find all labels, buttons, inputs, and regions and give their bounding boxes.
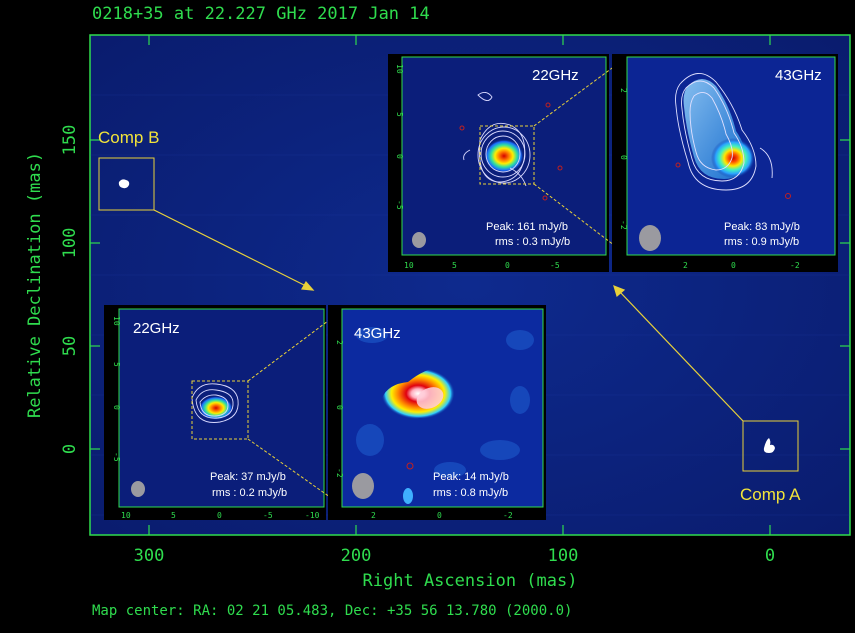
- inset-xticks: 2 0 -2: [371, 511, 513, 520]
- plot-title: 0218+35 at 22.227 GHz 2017 Jan 14: [92, 4, 430, 24]
- beam-ellipse: [352, 473, 374, 499]
- beam-ellipse: [412, 232, 426, 248]
- inset-compa-22ghz: 22GHz Peak: 161 mJy/b rms : 0.3 mJy/b 10…: [388, 54, 609, 272]
- source-core: [199, 396, 233, 420]
- x-axis-label: Right Ascension (mas): [363, 571, 578, 591]
- map-center-footer: Map center: RA: 02 21 05.483, Dec: +35 5…: [92, 603, 572, 619]
- comp-a-box: [742, 420, 799, 472]
- rms-label: rms : 0.9 mJy/b: [724, 236, 799, 248]
- x-tick-label: 0: [437, 511, 442, 520]
- y-tick-label: 10: [112, 316, 121, 326]
- comp-a-label: Comp A: [740, 485, 801, 504]
- peak-label: Peak: 83 mJy/b: [724, 221, 800, 233]
- comp-b-box: [98, 157, 155, 211]
- inset-compb-22ghz: 22GHz Peak: 37 mJy/b rms : 0.2 mJy/b 10 …: [104, 305, 326, 520]
- y-tick-label: 150: [60, 125, 80, 156]
- y-tick-label: 0: [112, 405, 121, 410]
- source-core: [381, 367, 455, 420]
- inset-yticks: 10 5 0 -5: [395, 64, 404, 210]
- y-tick-label: 0: [395, 154, 404, 159]
- y-tick-label: 2: [619, 88, 628, 93]
- y-tick-label: -5: [112, 452, 121, 462]
- inset-xticks: 10 5 0 -5: [404, 261, 560, 270]
- y-tick-label: 5: [112, 362, 121, 367]
- zoom-lines-a: [533, 56, 628, 256]
- source-core: [711, 138, 755, 178]
- source-peak: [416, 387, 444, 409]
- x-tick-label: 10: [404, 261, 414, 270]
- x-tick-label: -10: [305, 511, 320, 520]
- neg-contours: [459, 102, 563, 201]
- x-tick-label: 5: [452, 261, 457, 270]
- contours: [675, 73, 773, 191]
- x-tick-label: 0: [765, 546, 775, 566]
- beam-ellipse: [639, 225, 661, 251]
- y-tick-label: 5: [395, 112, 404, 117]
- y-tick-label: 50: [60, 336, 80, 356]
- contours: [463, 92, 531, 187]
- inset-yticks: 10 5 0 -5: [112, 316, 121, 462]
- comp-b-source: [118, 179, 130, 189]
- x-tick-label: -2: [790, 261, 800, 270]
- x-tick-label: 0: [731, 261, 736, 270]
- comp-a-source: [763, 438, 775, 453]
- inset-yticks: 2 0 -2: [619, 88, 628, 230]
- x-tick-label: -5: [263, 511, 273, 520]
- arrows: [153, 209, 744, 422]
- y-tick-label: 0: [335, 405, 344, 410]
- x-tick-label: 0: [217, 511, 222, 520]
- rms-label: rms : 0.8 mJy/b: [433, 487, 508, 499]
- inset-freq-label: 22GHz: [133, 320, 180, 337]
- inset-xticks: 10 5 0 -5 -10: [121, 511, 320, 520]
- main-ticks: [90, 35, 850, 535]
- x-tick-label: 10: [121, 511, 131, 520]
- x-tick-label: 0: [505, 261, 510, 270]
- x-tick-label: 5: [171, 511, 176, 520]
- y-tick-label: -5: [395, 200, 404, 210]
- rms-label: rms : 0.3 mJy/b: [495, 236, 570, 248]
- y-tick-label: 10: [395, 64, 404, 74]
- neg-contour: [406, 462, 414, 470]
- inset-yticks: 2 0 -2: [335, 340, 344, 478]
- y-tick-label: 0: [60, 444, 80, 454]
- x-tick-label: 300: [134, 546, 165, 566]
- inset-freq-label: 43GHz: [354, 325, 401, 342]
- inset-freq-label: 22GHz: [532, 67, 579, 84]
- zoom-box: [479, 125, 535, 185]
- peak-label: Peak: 14 mJy/b: [433, 471, 509, 483]
- y-tick-label: 0: [619, 155, 628, 160]
- inset-freq-label: 43GHz: [775, 67, 822, 84]
- y-tick-label: 2: [335, 340, 344, 345]
- y-tick-label: 100: [60, 228, 80, 259]
- neg-contours: [675, 162, 791, 199]
- x-tick-label: 2: [371, 511, 376, 520]
- y-tick-label: -2: [335, 468, 344, 478]
- inset-compb-43ghz: 43GHz Peak: 14 mJy/b rms : 0.8 mJy/b 2 0…: [328, 305, 546, 520]
- inset-compa-43ghz: 43GHz Peak: 83 mJy/b rms : 0.9 mJy/b 2 0…: [612, 54, 838, 272]
- y-tick-label: -2: [619, 220, 628, 230]
- contours: [191, 383, 239, 423]
- peak-label: Peak: 37 mJy/b: [210, 471, 286, 483]
- x-tick-label: 100: [548, 546, 579, 566]
- beam-ellipse: [131, 481, 145, 497]
- noise-blobs: [356, 327, 534, 478]
- y-axis-label: Relative Declination (mas): [25, 152, 45, 418]
- zoom-box: [191, 380, 249, 440]
- source-core: [484, 139, 524, 173]
- x-tick-label: 200: [341, 546, 372, 566]
- peak-label: Peak: 161 mJy/b: [486, 221, 568, 233]
- x-tick-label: -2: [503, 511, 513, 520]
- x-tick-label: -5: [550, 261, 560, 270]
- x-tick-label: 2: [683, 261, 688, 270]
- noise-blob: [403, 488, 413, 504]
- inset-xticks: 2 0 -2: [683, 261, 800, 270]
- rms-label: rms : 0.2 mJy/b: [212, 487, 287, 499]
- comp-b-label: Comp B: [98, 128, 159, 147]
